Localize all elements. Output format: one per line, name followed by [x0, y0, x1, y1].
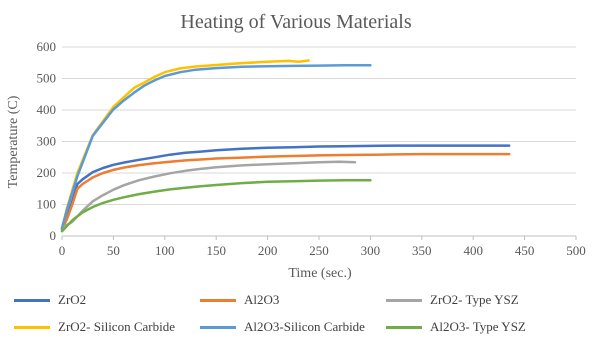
- series-line-2: [60, 152, 511, 231]
- series-line-6: [60, 178, 372, 233]
- x-tick-label: 200: [258, 243, 278, 258]
- x-tick-label: 0: [59, 243, 66, 258]
- x-tick-label: 100: [155, 243, 175, 258]
- axes: 0 100 200 300 400 500 600 0 50 100 150 200 250 300 350…: [37, 39, 586, 258]
- legend-item: Al2O3: [200, 292, 279, 308]
- y-tick-label: 300: [37, 134, 57, 149]
- legend-label: Al2O3- Type YSZ: [430, 319, 526, 334]
- legend-swatch: [14, 325, 50, 329]
- y-tick-label: 400: [37, 102, 57, 117]
- legend-item: Al2O3-Silicon Carbide: [200, 319, 365, 335]
- x-tick-label: 300: [361, 243, 381, 258]
- x-tick-label: 50: [107, 243, 120, 258]
- legend-item: Al2O3- Type YSZ: [386, 319, 526, 335]
- y-tick-label: 200: [37, 165, 57, 180]
- legend-label: ZrO2: [58, 292, 87, 307]
- y-tick-label: 600: [37, 39, 57, 54]
- legend-label: Al2O3: [244, 292, 280, 307]
- legend-label: ZrO2- Type YSZ: [430, 292, 519, 307]
- series-lines: [60, 59, 511, 233]
- legend-swatch: [386, 298, 422, 302]
- legend-swatch: [200, 298, 236, 302]
- x-tick-label: 250: [309, 243, 329, 258]
- series-line-3: [60, 160, 357, 230]
- gridlines: [62, 46, 576, 205]
- legend-label: ZrO2- Silicon Carbide: [58, 319, 175, 334]
- legend-item: ZrO2: [14, 292, 86, 308]
- x-tick-label: 150: [206, 243, 226, 258]
- x-tick-label: 350: [412, 243, 432, 258]
- legend-swatch: [200, 325, 236, 329]
- y-tick-label: 100: [37, 197, 57, 212]
- y-tick-label: 0: [50, 228, 57, 243]
- x-tick-label: 500: [566, 243, 586, 258]
- chart-area: Heating of Various Materials 0 100 200 300 4…: [6, 11, 586, 281]
- series-line-1: [60, 144, 511, 231]
- legend-swatch: [14, 298, 50, 302]
- x-tick-label: 450: [515, 243, 535, 258]
- legend-swatch: [386, 325, 422, 329]
- y-axis-title: Temperature (C): [6, 95, 21, 188]
- series-line-5: [60, 64, 372, 230]
- x-tick-label: 400: [463, 243, 483, 258]
- legend-item: ZrO2- Silicon Carbide: [14, 319, 175, 335]
- legend-item: ZrO2- Type YSZ: [386, 292, 519, 308]
- legend-label: Al2O3-Silicon Carbide: [244, 319, 365, 334]
- chart-title: Heating of Various Materials: [180, 11, 411, 33]
- legend: ZrO2 Al2O3 ZrO2- Type YSZ ZrO2- Silicon Car…: [0, 286, 592, 340]
- y-tick-label: 500: [37, 71, 57, 86]
- series-line-4: [60, 59, 310, 230]
- x-axis-title: Time (sec.): [288, 266, 352, 281]
